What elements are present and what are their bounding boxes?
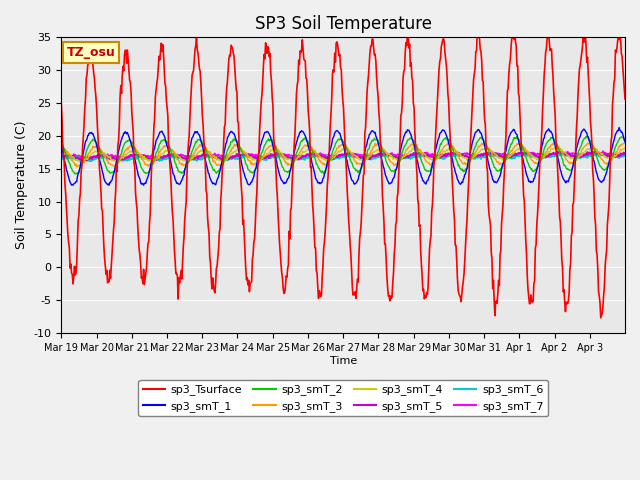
sp3_Tsurface	[227, 42, 235, 48]
sp3_smT_3	[228, 146, 236, 152]
Title: SP3 Soil Temperature: SP3 Soil Temperature	[255, 15, 431, 33]
sp3_smT_6	[434, 155, 442, 160]
Line: sp3_smT_7: sp3_smT_7	[61, 151, 625, 159]
sp3_smT_7	[402, 154, 410, 159]
sp3_smT_5	[592, 148, 600, 154]
sp3_Tsurface	[255, 145, 263, 151]
sp3_Tsurface	[58, 100, 65, 106]
sp3_smT_5	[621, 151, 629, 156]
sp3_smT_6	[124, 156, 132, 162]
sp3_smT_5	[83, 157, 91, 163]
sp3_smT_2	[434, 150, 442, 156]
sp3_Tsurface	[621, 96, 629, 102]
X-axis label: Time: Time	[330, 356, 356, 366]
Line: sp3_smT_1: sp3_smT_1	[61, 128, 625, 185]
sp3_smT_5	[256, 156, 264, 162]
sp3_smT_5	[277, 151, 285, 157]
sp3_smT_1	[277, 177, 285, 182]
sp3_smT_3	[621, 140, 629, 146]
sp3_smT_7	[434, 153, 442, 158]
sp3_Tsurface	[545, 28, 552, 34]
Line: sp3_smT_5: sp3_smT_5	[61, 151, 625, 160]
sp3_smT_5	[58, 153, 65, 158]
sp3_smT_3	[73, 164, 81, 169]
sp3_smT_2	[124, 138, 132, 144]
sp3_smT_2	[402, 141, 410, 147]
sp3_smT_5	[402, 154, 410, 159]
sp3_Tsurface	[124, 47, 131, 53]
Line: sp3_smT_2: sp3_smT_2	[61, 136, 625, 174]
sp3_smT_4	[434, 156, 442, 162]
sp3_smT_6	[621, 153, 629, 158]
sp3_smT_6	[402, 156, 410, 161]
Line: sp3_smT_6: sp3_smT_6	[61, 154, 625, 161]
sp3_smT_7	[124, 154, 132, 159]
sp3_smT_3	[434, 154, 442, 159]
sp3_smT_5	[434, 154, 442, 159]
sp3_smT_6	[228, 156, 236, 162]
sp3_smT_7	[228, 154, 236, 160]
sp3_smT_7	[621, 151, 629, 157]
sp3_smT_6	[256, 157, 264, 163]
sp3_smT_4	[621, 145, 629, 151]
sp3_smT_3	[256, 157, 264, 163]
sp3_smT_3	[124, 146, 132, 152]
sp3_smT_2	[228, 139, 236, 144]
sp3_smT_4	[148, 159, 156, 165]
sp3_smT_2	[58, 140, 65, 146]
sp3_smT_4	[124, 150, 131, 156]
sp3_smT_7	[599, 148, 607, 154]
sp3_Tsurface	[276, 251, 284, 256]
sp3_smT_6	[86, 158, 94, 164]
sp3_smT_2	[256, 155, 264, 161]
Line: sp3_smT_4: sp3_smT_4	[61, 147, 625, 162]
sp3_smT_3	[58, 144, 65, 149]
sp3_smT_4	[256, 158, 264, 164]
sp3_smT_4	[277, 150, 285, 156]
sp3_smT_3	[402, 147, 410, 153]
sp3_smT_7	[256, 154, 264, 159]
sp3_smT_1	[402, 129, 410, 135]
sp3_smT_5	[228, 155, 236, 160]
sp3_smT_2	[277, 160, 285, 166]
sp3_smT_2	[621, 136, 629, 142]
sp3_smT_4	[228, 150, 236, 156]
sp3_smT_1	[256, 147, 264, 153]
sp3_smT_4	[58, 148, 65, 154]
sp3_Tsurface	[597, 315, 605, 321]
sp3_smT_3	[277, 153, 285, 159]
Y-axis label: Soil Temperature (C): Soil Temperature (C)	[15, 121, 28, 250]
sp3_smT_1	[621, 139, 629, 145]
sp3_smT_7	[277, 152, 285, 158]
sp3_Tsurface	[401, 49, 409, 55]
sp3_smT_2	[582, 133, 590, 139]
sp3_smT_4	[402, 153, 410, 158]
sp3_smT_4	[588, 144, 595, 150]
Line: sp3_smT_3: sp3_smT_3	[61, 143, 625, 167]
sp3_smT_1	[105, 182, 113, 188]
sp3_smT_7	[58, 155, 65, 160]
sp3_Tsurface	[433, 108, 441, 114]
sp3_smT_6	[277, 154, 285, 159]
sp3_smT_7	[83, 156, 90, 162]
sp3_smT_1	[434, 139, 442, 144]
sp3_smT_1	[615, 125, 623, 131]
Text: TZ_osu: TZ_osu	[67, 46, 116, 59]
sp3_smT_6	[58, 156, 65, 161]
sp3_smT_1	[58, 143, 65, 148]
Line: sp3_Tsurface: sp3_Tsurface	[61, 31, 625, 318]
sp3_smT_6	[592, 151, 600, 156]
sp3_smT_2	[72, 171, 80, 177]
sp3_smT_1	[124, 132, 132, 137]
Legend: sp3_Tsurface, sp3_smT_1, sp3_smT_2, sp3_smT_3, sp3_smT_4, sp3_smT_5, sp3_smT_6, : sp3_Tsurface, sp3_smT_1, sp3_smT_2, sp3_…	[138, 380, 548, 416]
sp3_smT_5	[124, 154, 132, 159]
sp3_smT_1	[228, 129, 236, 134]
